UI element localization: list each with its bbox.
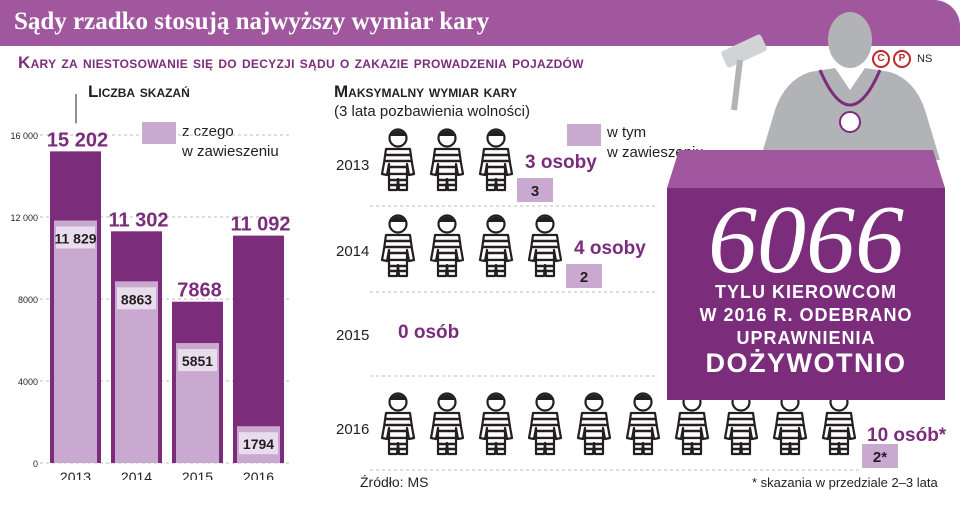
right-chart-title: Maksymalny wymiar kary xyxy=(334,82,518,101)
x-tick-label: 2015 xyxy=(182,469,213,480)
suspended-badge-label: 2 xyxy=(580,269,588,286)
p-icon: P xyxy=(893,50,911,68)
bar-total xyxy=(233,235,284,463)
right-chart-subtitle: (3 lata pozbawienia wolności) xyxy=(334,103,530,120)
legend-swatch-suspended-right xyxy=(567,124,601,146)
suspended-badge xyxy=(517,178,553,202)
panel-number: 6066 xyxy=(708,186,904,294)
row-year-label: 2016 xyxy=(336,421,369,438)
prisoner-icon xyxy=(429,128,465,192)
panel-line-2: W 2016 R. ODEBRANO xyxy=(699,305,913,325)
legend-swatch-suspended xyxy=(142,122,176,144)
persons-label: 0 osób xyxy=(398,322,459,343)
source-note: Źródło: MS xyxy=(360,474,429,490)
bar-suspended-label: 5851 xyxy=(182,353,213,369)
y-tick-label: 12 000 xyxy=(10,213,38,223)
legend-label-line1: w tym xyxy=(607,124,647,141)
panel-line-3: UPRAWNIENIA xyxy=(736,328,876,348)
gavel-icon xyxy=(721,34,767,111)
prisoner-icon xyxy=(576,392,612,456)
row-year-label: 2014 xyxy=(336,243,369,260)
prisoner-icon xyxy=(821,392,857,456)
prisoner-icon xyxy=(674,392,710,456)
prisoner-icon xyxy=(478,214,514,278)
page-title: Sądy rzadko stosują najwyższy wymiar kar… xyxy=(14,8,490,35)
x-tick-label: 2014 xyxy=(121,469,152,480)
row-year-label: 2013 xyxy=(336,157,369,174)
bar-suspended-label: 8863 xyxy=(121,291,152,307)
bar-suspended-label-bg xyxy=(117,287,156,310)
legend-label-line1: z czego xyxy=(182,123,234,140)
prisoner-icon xyxy=(625,392,661,456)
prisoner-icon xyxy=(527,392,563,456)
logo-text: NS xyxy=(917,53,933,65)
prisoner-icon xyxy=(478,128,514,192)
bar-total-label: 11 302 xyxy=(108,209,168,231)
persons-label: 10 osób* xyxy=(867,425,947,446)
y-tick-label: 0 xyxy=(33,459,38,469)
persons-label: 4 osoby xyxy=(574,238,646,259)
prisoner-icon xyxy=(429,392,465,456)
x-tick-label: 2013 xyxy=(60,469,91,480)
bar-total-label: 7868 xyxy=(177,280,222,302)
persons-label: 3 osoby xyxy=(525,152,597,173)
prisoner-icon xyxy=(478,392,514,456)
bar-suspended-label-bg xyxy=(178,349,217,372)
page-subtitle: Kary za niestosowanie się do decyzji sąd… xyxy=(18,53,584,72)
suspended-badge-label: 3 xyxy=(531,183,539,200)
bar-suspended xyxy=(54,220,97,463)
left-chart-title: Liczba skazań xyxy=(88,82,190,101)
suspended-badge-label: 2* xyxy=(873,449,887,466)
podium-top xyxy=(667,150,945,188)
y-tick-label: 8000 xyxy=(18,295,38,305)
prisoner-icon xyxy=(429,214,465,278)
prisoner-icon xyxy=(723,392,759,456)
prisoner-icon xyxy=(527,214,563,278)
suspended-badge xyxy=(862,444,898,468)
bar-suspended-label-bg xyxy=(56,226,95,249)
suspended-badge xyxy=(566,264,602,288)
prisoner-icon xyxy=(380,128,416,192)
bar-total-label: 11 092 xyxy=(230,214,290,236)
prisoner-icon xyxy=(380,392,416,456)
header-bar xyxy=(0,0,960,46)
legend-label-suspended: z czego w zawieszeniu xyxy=(182,122,279,162)
panel-line-1: TYLU KIEROWCOM xyxy=(715,282,897,302)
panel-line-4: DOŻYWOTNIO xyxy=(705,348,907,378)
bar-suspended-label: 1794 xyxy=(243,436,274,452)
y-tick-label: 4000 xyxy=(18,377,38,387)
x-tick-label: 2016 xyxy=(243,469,274,480)
copyright-icon: C xyxy=(872,50,890,68)
judge-head-icon xyxy=(828,12,872,68)
logo: C P NS xyxy=(872,50,932,68)
prisoner-icon xyxy=(772,392,808,456)
row-year-label: 2015 xyxy=(336,327,369,344)
bar-suspended-label-bg xyxy=(239,432,278,455)
info-panel xyxy=(667,188,945,400)
y-tick-label: 16 000 xyxy=(10,131,38,141)
legend-label-line2: w zawieszeniu xyxy=(182,143,279,160)
bar-suspended-label: 11 829 xyxy=(54,231,96,247)
bar-total-label: 15 202 xyxy=(47,129,108,151)
bar-suspended xyxy=(115,281,158,463)
bar-chart: 0 4000 8000 12 000 16 000 15 202 11 829 2013 11… xyxy=(10,94,291,480)
prisoner-icon xyxy=(380,214,416,278)
footnote: * skazania w przedziale 2–3 lata xyxy=(752,475,938,490)
